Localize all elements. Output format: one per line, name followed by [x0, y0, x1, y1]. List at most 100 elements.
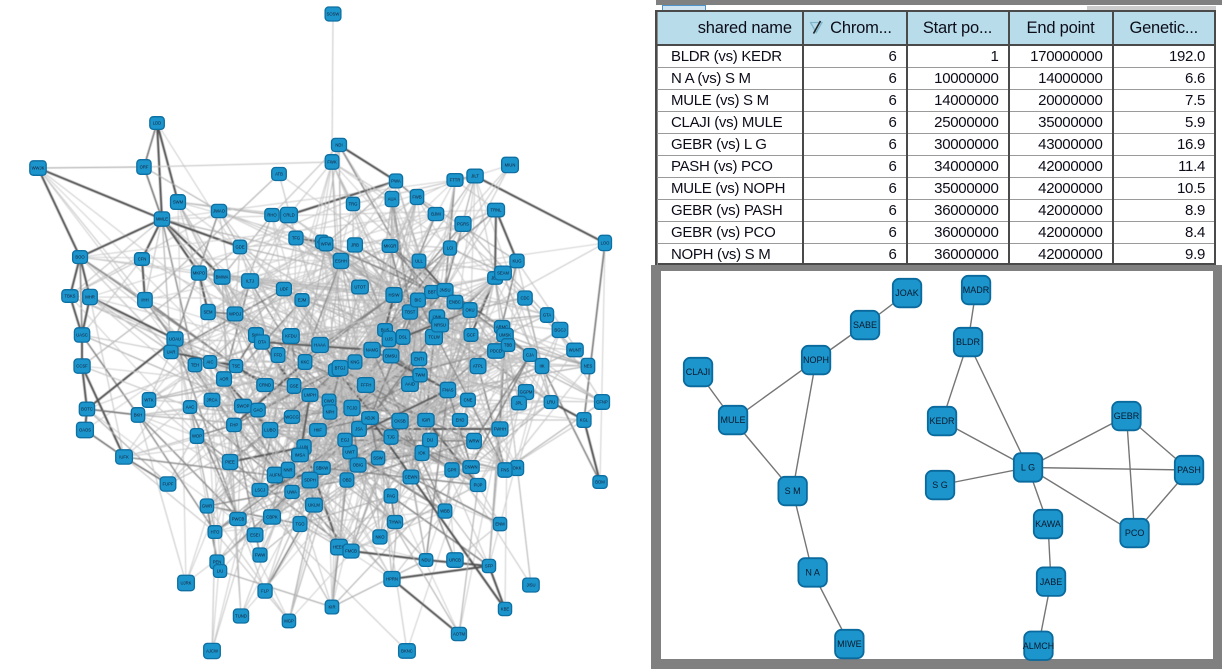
svg-text:ULL: ULL [415, 259, 423, 264]
svg-text:SBKW: SBKW [316, 466, 328, 471]
svg-text:UTOT: UTOT [354, 285, 366, 290]
svg-text:LSCJ: LSCJ [255, 488, 265, 493]
svg-text:TUND: TUND [235, 614, 247, 619]
svg-text:PWCB: PWCB [232, 517, 245, 522]
svg-text:IUFK: IUFK [119, 455, 129, 460]
svg-text:TRG: TRG [349, 202, 358, 207]
svg-text:AJCW: AJCW [206, 649, 218, 654]
svg-text:MULE: MULE [720, 415, 745, 425]
svg-text:GSE: GSE [290, 384, 299, 389]
svg-text:LCI: LCI [447, 246, 454, 251]
svg-text:MKPO: MKPO [193, 271, 206, 276]
svg-text:EHD: EHD [456, 418, 465, 423]
svg-text:FFFH: FFFH [361, 383, 372, 388]
svg-text:MHR: MHR [85, 295, 95, 300]
svg-text:OMSU: OMSU [385, 354, 398, 359]
svg-text:CNWN: CNWN [464, 465, 477, 470]
svg-text:URCB: URCB [449, 558, 461, 563]
svg-text:FWB: FWB [412, 195, 422, 200]
svg-text:TBKS: TBKS [65, 294, 76, 299]
svg-text:S G: S G [932, 480, 948, 490]
svg-text:SOSW: SOSW [327, 12, 340, 17]
svg-text:NRSU: NRSU [434, 323, 446, 328]
svg-text:WWJK: WWJK [32, 166, 45, 171]
svg-text:MMLE: MMLE [156, 217, 168, 222]
svg-text:PIJP: PIJP [474, 483, 483, 488]
svg-text:EGJ: EGJ [341, 438, 349, 443]
svg-text:KKC: KKC [301, 360, 310, 365]
svg-text:NPH: NPH [326, 410, 335, 415]
svg-text:IJNK: IJNK [432, 315, 441, 320]
svg-text:SWM: SWM [173, 200, 184, 205]
svg-text:NES: NES [584, 364, 593, 369]
svg-text:UKLM: UKLM [308, 503, 320, 508]
svg-text:KBE: KBE [501, 607, 510, 612]
svg-text:LDD: LDD [153, 121, 161, 126]
svg-text:PAG: PAG [387, 494, 396, 499]
svg-text:CDC: CDC [520, 296, 529, 301]
svg-text:OBIG: OBIG [353, 463, 363, 468]
svg-text:LMPH: LMPH [304, 393, 316, 398]
svg-text:MIUN: MIUN [505, 163, 516, 168]
svg-text:UAR: UAR [167, 350, 176, 355]
svg-text:IGIR: IGIR [422, 418, 431, 423]
svg-text:UJRK: UJRK [181, 581, 192, 586]
svg-text:FFD: FFD [274, 353, 282, 358]
svg-text:KIR: KIR [329, 605, 336, 610]
svg-text:JOAK: JOAK [895, 288, 919, 298]
svg-text:OAOS: OAOS [79, 428, 91, 433]
svg-text:OKU: OKU [465, 308, 474, 313]
svg-text:FLP: FLP [261, 589, 269, 594]
svg-text:FTTR: FTTR [450, 178, 461, 183]
svg-text:BGCJ: BGCJ [554, 328, 565, 333]
svg-text:GPR: GPR [447, 468, 456, 473]
svg-text:FMCB: FMCB [345, 549, 357, 554]
svg-text:TRNL: TRNL [491, 208, 503, 213]
svg-text:TCLW: TCLW [428, 335, 440, 340]
svg-text:GGPM: GGPM [520, 390, 533, 395]
svg-text:KAWA: KAWA [1035, 519, 1061, 529]
svg-text:HEEG: HEEG [333, 545, 345, 550]
svg-text:TGO: TGO [295, 522, 305, 527]
svg-text:PEN: PEN [213, 560, 222, 565]
svg-text:NNR: NNR [283, 468, 292, 473]
svg-text:NKO: NKO [375, 535, 385, 540]
svg-text:ARMC: ARMC [496, 325, 508, 330]
svg-text:ENM: ENM [495, 522, 505, 527]
svg-text:N A: N A [805, 568, 820, 578]
svg-text:ATB: ATB [275, 172, 283, 177]
svg-text:CRND: CRND [259, 383, 271, 388]
svg-text:UOAU: UOAU [169, 337, 181, 342]
svg-text:CRLD: CRLD [283, 213, 294, 218]
svg-text:PDCD: PDCD [490, 349, 502, 354]
svg-text:SSW: SSW [373, 456, 383, 461]
svg-text:AOR: AOR [219, 377, 228, 382]
svg-text:CFNP: CFNP [596, 400, 608, 405]
svg-text:TBST: TBST [405, 310, 416, 315]
svg-text:ESEI: ESEI [250, 533, 260, 538]
svg-text:GCF: GCF [467, 333, 476, 338]
svg-text:HTO: HTO [211, 530, 221, 535]
svg-text:FWK: FWK [327, 160, 337, 165]
svg-text:TEH: TEH [191, 363, 199, 368]
svg-text:KNG: KNG [350, 360, 359, 365]
svg-text:JPL: JPL [515, 401, 523, 406]
svg-text:ENBC: ENBC [449, 300, 461, 305]
svg-text:HIIF: HIIF [314, 428, 322, 433]
svg-text:AIC: AIC [207, 360, 214, 365]
svg-text:PCO: PCO [1125, 528, 1145, 538]
svg-text:SWOP: SWOP [237, 404, 250, 409]
svg-text:MKGR: MKGR [384, 244, 397, 249]
svg-text:TCJD: TCJD [347, 406, 358, 411]
svg-text:LUBO: LUBO [264, 428, 276, 433]
svg-text:IOK: IOK [418, 451, 425, 456]
svg-text:BOO: BOO [75, 255, 85, 260]
svg-text:NDI: NDI [335, 143, 342, 148]
svg-text:EJM: EJM [298, 298, 307, 303]
svg-text:TFG: TFG [292, 236, 300, 241]
svg-text:JRCA: JRCA [207, 398, 218, 403]
svg-text:WGCG: WGCG [285, 415, 299, 420]
svg-text:HSIW: HSIW [389, 293, 400, 298]
svg-text:KUG: KUG [512, 259, 521, 264]
svg-text:BLDR: BLDR [956, 337, 981, 347]
